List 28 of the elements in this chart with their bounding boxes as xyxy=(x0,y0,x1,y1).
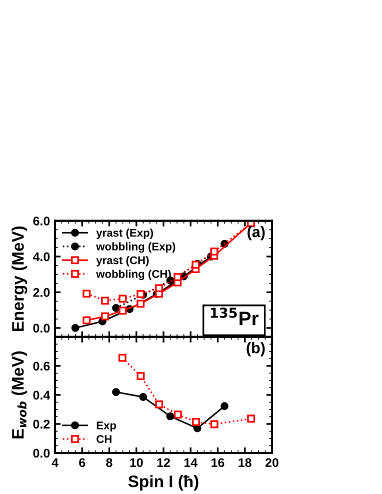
legend-label: yrast (CH) xyxy=(96,256,149,266)
x-tick-label: 14 xyxy=(184,458,198,467)
y-axis-title: Energy (MeV) xyxy=(12,226,28,331)
y-axis-title: E$_{wob}$ (MeV) xyxy=(12,351,28,438)
legend-label: yrast (Exp) xyxy=(96,228,153,239)
y-tick-label: 6.0 xyxy=(33,216,50,226)
y-tick-label: 0.0 xyxy=(33,448,50,458)
legend-label: Exp xyxy=(96,422,116,432)
x-tick-label: 16 xyxy=(212,458,224,468)
y-tick-label: 0.6 xyxy=(33,362,50,371)
x-tick-label: 6 xyxy=(79,458,86,468)
y-tick-label: 4.0 xyxy=(32,252,50,262)
annotation: (a) xyxy=(248,226,265,240)
y-tick-label: 0.4 xyxy=(33,390,50,400)
y-tick-label: 0.0 xyxy=(33,324,50,333)
legend-label: wobbling (Exp) xyxy=(96,242,176,253)
y-tick-label: 2.0 xyxy=(33,288,50,297)
x-tick-label: 18 xyxy=(238,458,252,468)
legend-label: CH xyxy=(96,435,112,444)
x-axis-title: Spin I (ħ) xyxy=(128,475,198,491)
y-tick-label: 0.2 xyxy=(33,420,50,429)
x-tick-label: 12 xyxy=(157,458,170,467)
x-tick-label: 4 xyxy=(52,458,58,467)
x-tick-label: 10 xyxy=(130,458,143,468)
x-tick-label: 20 xyxy=(265,458,278,468)
annotation: (b) xyxy=(246,342,265,356)
annotation: $^{135}$Pr xyxy=(210,308,259,326)
x-tick-label: 8 xyxy=(106,458,112,468)
